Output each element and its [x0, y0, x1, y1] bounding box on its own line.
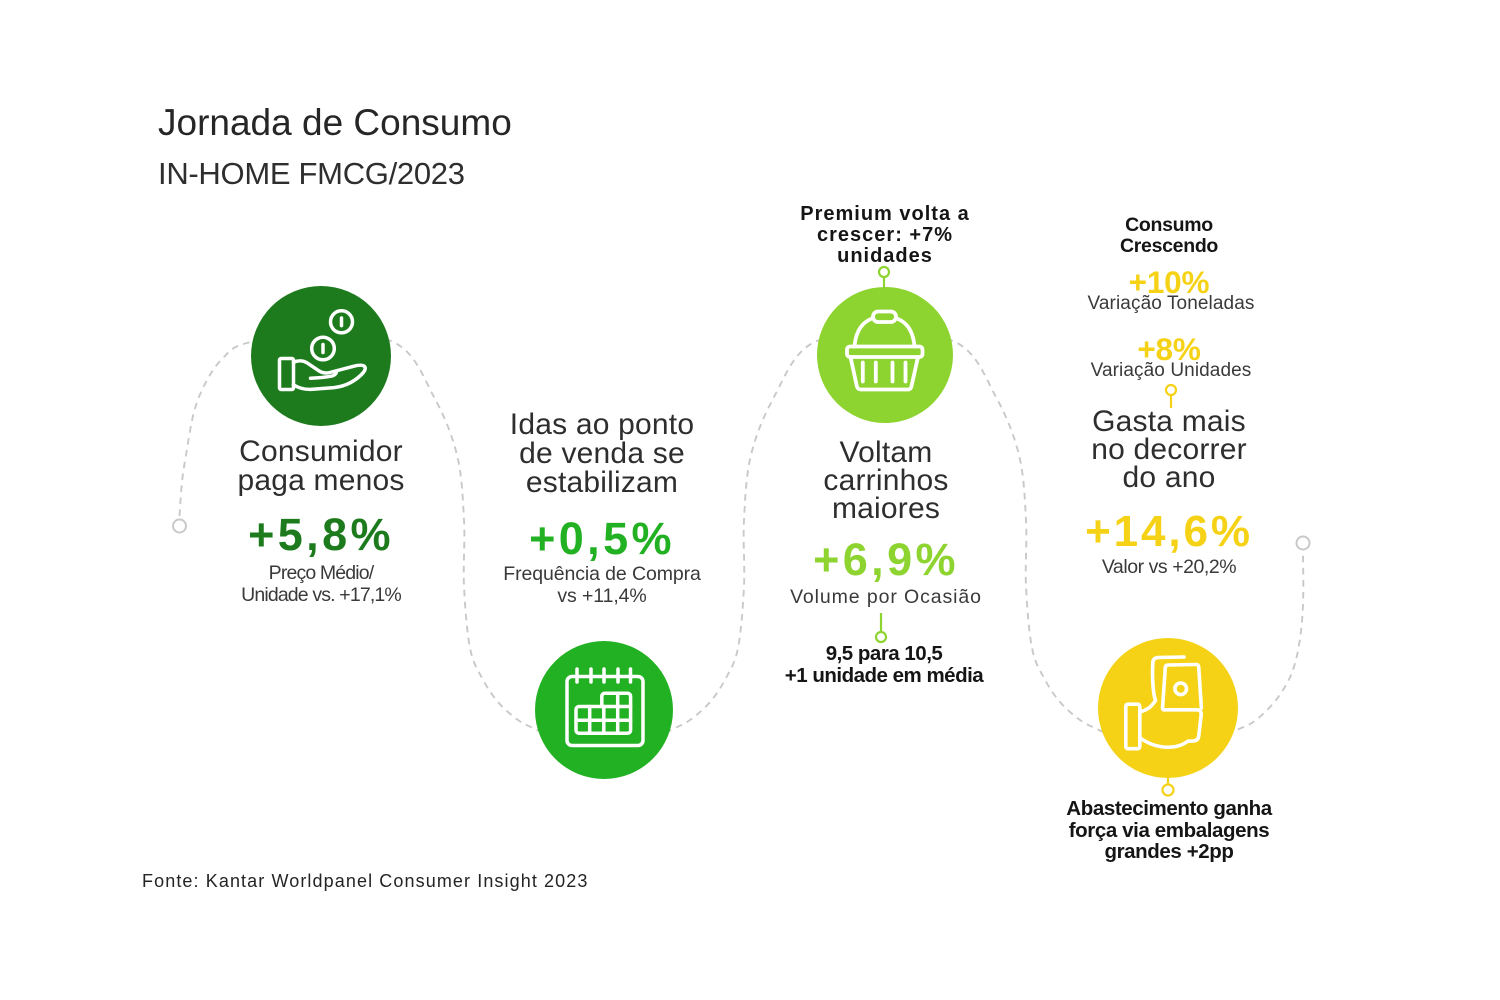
journey-dashed-path	[178, 331, 1305, 763]
node4-callout-top: Consumo Crescendo	[1119, 214, 1219, 257]
shopping-basket-icon	[845, 309, 925, 392]
journey-start-circle	[172, 518, 187, 534]
node2-title: Idas ao ponto de venda se estabilizam	[509, 408, 695, 499]
calendar-icon	[565, 667, 645, 748]
source-note: Fonte: Kantar Worldpanel Consumer Insigh…	[142, 871, 589, 891]
node4-stat1-value: +10%	[1128, 264, 1210, 300]
coins-in-hand-icon	[277, 309, 367, 392]
node1-caption: Preço Médio/ Unidade vs. +17,1%	[241, 562, 402, 606]
node4-stat1-label: Variação Toneladas	[1087, 293, 1255, 314]
n4-bottom-connector-dot	[1161, 783, 1175, 797]
n4-stats-connector-dot	[1164, 383, 1178, 397]
node4-title: Gasta mais no decorrer do ano	[1091, 405, 1247, 494]
node-circle-idas	[535, 641, 673, 779]
node4-stat2-label: Variação Unidades	[1090, 360, 1252, 381]
node2-caption: Frequência de Compra vs +11,4%	[503, 563, 701, 607]
node3-circle	[817, 287, 953, 423]
node-circle-consumidor	[251, 286, 391, 426]
node3-value: +6,9%	[813, 534, 959, 585]
node2-value: +0,5%	[529, 513, 675, 564]
node1-circle	[251, 286, 391, 426]
node4-stat2-value: +8%	[1137, 331, 1201, 367]
node3-caption: Volume por Ocasião	[790, 586, 982, 608]
node-circle-abastecimento	[1098, 638, 1238, 778]
node4-caption: Valor vs +20,2%	[1101, 556, 1237, 578]
page-title: Jornada de Consumo	[158, 102, 512, 143]
journey-end-circle	[1295, 535, 1311, 551]
hand-holding-pack-icon	[1124, 655, 1204, 751]
node-circle-carrinhos	[817, 287, 953, 423]
node3-title: Voltam carrinhos maiores	[823, 436, 949, 525]
n3-top-connector-dot	[877, 265, 891, 279]
node1-title: Consumidor paga menos	[237, 435, 405, 497]
n3-bottom-connector-dot	[874, 630, 888, 644]
node3-callout-top: Premium volta a crescer: +7% unidades	[800, 203, 970, 267]
node4-value: +14,6%	[1085, 507, 1253, 556]
node3-callout-bottom: 9,5 para 10,5 +1 unidade em média	[784, 642, 984, 687]
page-subtitle: IN-HOME FMCG/2023	[158, 156, 465, 191]
node1-value: +5,8%	[248, 509, 394, 560]
node4-callout-bottom: Abastecimento ganha força via embalagens…	[1066, 797, 1272, 863]
